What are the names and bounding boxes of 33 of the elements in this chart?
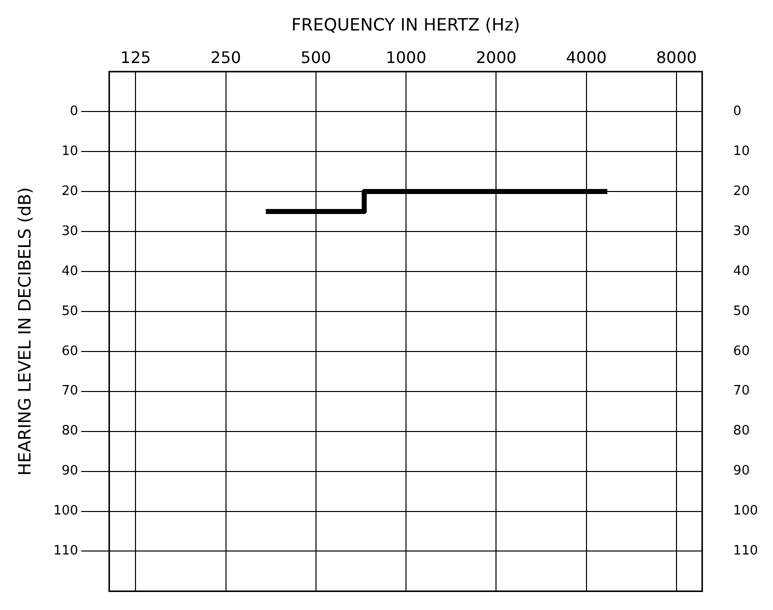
x-tick-label: 4000 <box>566 48 607 68</box>
y2-tick-label: 40 <box>733 264 750 279</box>
x-tick-label: 125 <box>120 48 151 68</box>
y-tick-label: 50 <box>62 304 78 319</box>
x-tick-label: 250 <box>210 48 242 68</box>
y-tick-label: 90 <box>62 464 78 479</box>
y-tick-label: 0 <box>70 104 78 119</box>
x-tick-label: 500 <box>300 48 332 68</box>
y2-tick-label: 110 <box>733 544 758 559</box>
y-axis-title: HEARING LEVEL IN DECIBELS (dB) <box>16 187 36 476</box>
x-tick-label: 8000 <box>656 48 697 68</box>
y-tick-label: 10 <box>62 144 78 159</box>
x-axis-title: FREQUENCY IN HERTZ (Hz) <box>291 16 520 36</box>
y-tick-label: 70 <box>62 384 78 399</box>
y2-tick-label: 0 <box>733 104 742 119</box>
y2-tick-label: 80 <box>733 424 750 439</box>
y-tick-label: 30 <box>62 224 78 239</box>
y2-tick-label: 90 <box>733 464 750 479</box>
y2-tick-label: 60 <box>733 344 750 359</box>
y2-tick-label: 30 <box>733 224 750 239</box>
y2-tick-label: 50 <box>733 304 750 319</box>
y-tick-label: 20 <box>62 184 78 199</box>
y2-tick-label: 100 <box>733 504 758 519</box>
y2-tick-label: 70 <box>733 384 750 399</box>
y2-tick-label: 20 <box>733 184 750 199</box>
y-tick-label: 80 <box>62 424 78 439</box>
y-tick-label: 60 <box>62 344 78 359</box>
y-tick-label: 110 <box>53 544 78 559</box>
y-tick-label: 100 <box>53 504 78 519</box>
y-tick-label: 40 <box>62 264 78 279</box>
x-tick-label: 1000 <box>386 48 426 68</box>
x-tick-label: 2000 <box>476 48 517 68</box>
y2-tick-label: 10 <box>733 144 750 159</box>
